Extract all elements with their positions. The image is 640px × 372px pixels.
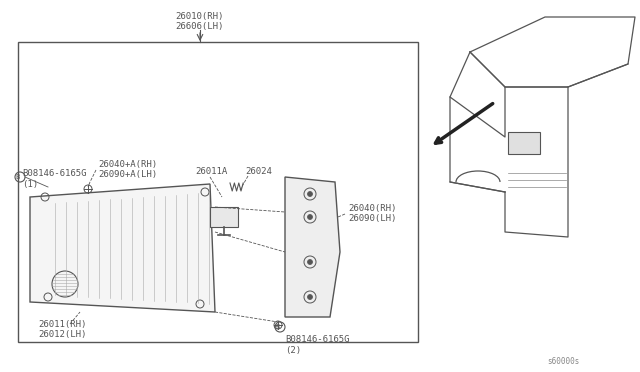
Bar: [18, 42, 418, 342]
Text: 26606(LH): 26606(LH): [176, 22, 224, 31]
Text: 26011A: 26011A: [195, 167, 227, 176]
Text: (2): (2): [285, 346, 301, 355]
Text: 26040+A(RH): 26040+A(RH): [98, 160, 157, 170]
Circle shape: [307, 260, 312, 264]
Text: B08146-6165G: B08146-6165G: [22, 170, 86, 179]
Circle shape: [307, 295, 312, 299]
Text: 26040(RH): 26040(RH): [348, 205, 396, 214]
Circle shape: [307, 192, 312, 196]
Text: s60000s: s60000s: [548, 357, 580, 366]
Text: 26090+A(LH): 26090+A(LH): [98, 170, 157, 180]
Polygon shape: [30, 184, 215, 312]
Text: 26010(RH): 26010(RH): [176, 12, 224, 20]
Bar: [508, 132, 540, 154]
Circle shape: [307, 215, 312, 219]
Text: B: B: [16, 174, 20, 180]
Text: B: B: [276, 324, 280, 330]
Text: 26024: 26024: [245, 167, 272, 176]
Text: 26090(LH): 26090(LH): [348, 215, 396, 224]
Polygon shape: [285, 177, 340, 317]
Text: 26012(LH): 26012(LH): [38, 330, 86, 339]
Text: B08146-6165G: B08146-6165G: [285, 336, 349, 344]
Text: (1): (1): [22, 180, 38, 189]
Bar: [210, 207, 238, 227]
Text: 26011(RH): 26011(RH): [38, 320, 86, 328]
